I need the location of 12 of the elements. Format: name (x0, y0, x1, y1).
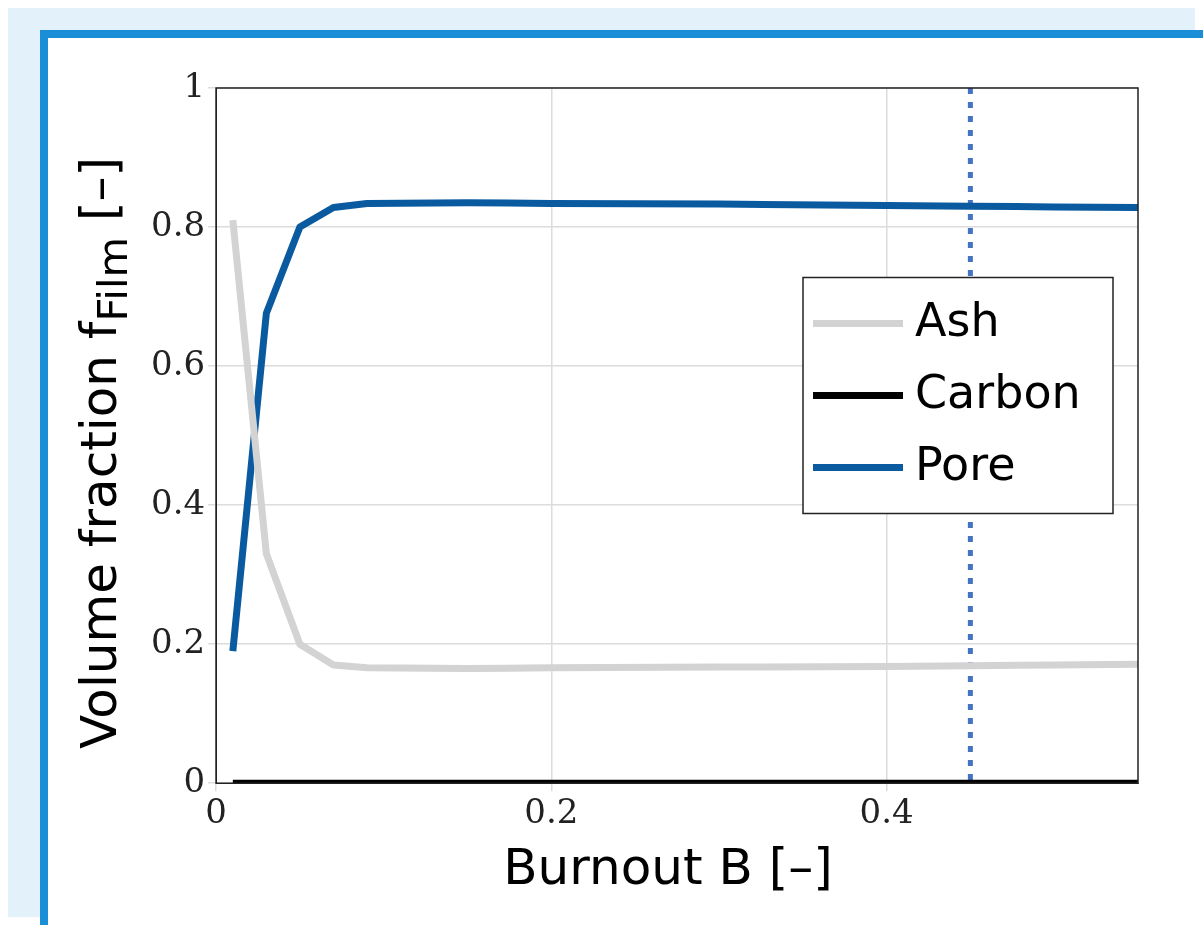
legend-label: Ash (915, 292, 1000, 347)
y-tick-label: 0.4 (150, 481, 206, 522)
y-tick-label: 0.6 (150, 342, 206, 383)
y-tick-label: 0.8 (150, 203, 206, 244)
y-tick-label: 0 (183, 760, 206, 801)
x-tick-label: 0.4 (859, 791, 914, 832)
legend-label: Carbon (915, 364, 1081, 419)
legend-label: Pore (915, 436, 1016, 491)
x-tick-label: 0.2 (524, 791, 579, 832)
y-tick-label: 0.2 (150, 620, 206, 661)
x-axis-title: Burnout B [–] (503, 838, 833, 896)
y-tick-label: 1 (183, 64, 206, 105)
